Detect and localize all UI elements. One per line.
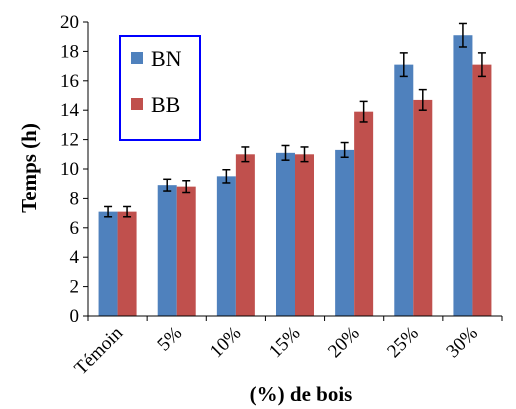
y-tick-label-0: 0 — [70, 306, 80, 327]
error-bar-bb-6 — [477, 52, 486, 78]
bar-bn-2 — [216, 176, 236, 316]
legend-label-bb: BB — [151, 92, 180, 117]
error-bar-bn-5 — [399, 52, 408, 78]
error-bar-bb-0 — [123, 205, 132, 218]
error-bar-bb-1 — [182, 180, 191, 194]
y-tick-label-8: 16 — [60, 71, 79, 92]
bar-bn-1 — [157, 185, 177, 316]
x-tick-label-5: 25% — [383, 323, 423, 363]
y-tick-label-6: 12 — [60, 130, 79, 151]
y-tick-label-9: 18 — [60, 41, 79, 62]
x-tick-label-1: 5% — [153, 323, 186, 356]
error-bars-layer — [104, 22, 486, 218]
legend-label-bn: BN — [151, 46, 182, 71]
legend-swatch-bn — [131, 52, 143, 64]
y-tick-label-4: 8 — [70, 188, 80, 209]
y-tick-label-1: 2 — [70, 277, 80, 298]
error-bar-bn-0 — [104, 205, 113, 218]
error-bar-bn-6 — [458, 22, 467, 48]
bar-bb-3 — [295, 154, 314, 316]
x-tick-label-4: 20% — [324, 323, 364, 363]
error-bar-bn-1 — [163, 178, 172, 192]
x-axis-title: (%) de bois — [250, 382, 353, 406]
y-tick-label-3: 6 — [70, 218, 80, 239]
y-axis-title: Temps (h) — [17, 123, 41, 213]
bar-bn-6 — [453, 35, 473, 316]
error-bar-bn-4 — [340, 141, 349, 158]
error-bar-bb-3 — [300, 146, 309, 163]
y-tick-label-5: 10 — [60, 159, 79, 180]
y-tick-label-2: 4 — [70, 247, 80, 268]
bar-bb-4 — [354, 111, 374, 316]
bar-bb-5 — [413, 99, 433, 316]
error-bar-bb-2 — [241, 146, 250, 163]
error-bar-bn-3 — [281, 144, 290, 161]
error-bar-bb-5 — [418, 88, 427, 111]
legend-swatch-bb — [131, 98, 143, 110]
x-tick-label-6: 30% — [442, 323, 482, 363]
error-bar-bn-2 — [222, 168, 231, 184]
bar-bn-4 — [335, 149, 355, 316]
bar-bb-2 — [235, 154, 255, 316]
y-tick-label-10: 20 — [60, 12, 79, 33]
bars-layer — [98, 35, 492, 316]
y-tick-label-7: 14 — [60, 100, 80, 121]
bar-bb-6 — [472, 64, 492, 316]
axes-layer — [83, 21, 503, 321]
error-bar-bb-4 — [359, 100, 368, 123]
bar-bn-5 — [394, 64, 414, 316]
x-tick-label-3: 15% — [265, 323, 305, 363]
bar-bn-0 — [98, 211, 118, 316]
bar-bb-1 — [176, 186, 196, 316]
bar-bn-3 — [276, 152, 295, 316]
bar-bb-0 — [117, 211, 137, 316]
x-tick-label-2: 10% — [206, 323, 246, 363]
legend: BN BB — [119, 35, 201, 141]
x-tick-label-0: Témoin — [70, 322, 127, 379]
